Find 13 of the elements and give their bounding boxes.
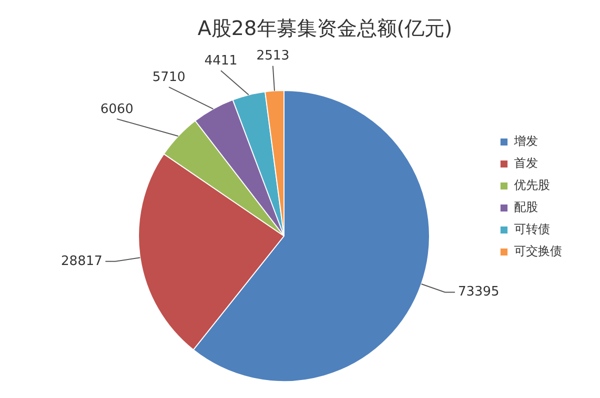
legend-label: 可交换债 bbox=[514, 244, 562, 258]
data-label: 28817 bbox=[61, 254, 102, 269]
legend-label: 配股 bbox=[514, 200, 538, 214]
data-label: 6060 bbox=[100, 102, 134, 117]
data-label: 73395 bbox=[458, 284, 500, 300]
legend-label: 首发 bbox=[514, 156, 538, 170]
data-label: 4411 bbox=[204, 53, 238, 68]
chart-title: A股28年募集资金总额(亿元) bbox=[198, 16, 452, 40]
legend-label: 可转债 bbox=[514, 222, 550, 236]
data-label: 5710 bbox=[152, 70, 186, 85]
legend-label: 优先股 bbox=[514, 178, 550, 192]
legend-label: 增发 bbox=[513, 134, 538, 148]
data-label: 2513 bbox=[256, 48, 290, 64]
